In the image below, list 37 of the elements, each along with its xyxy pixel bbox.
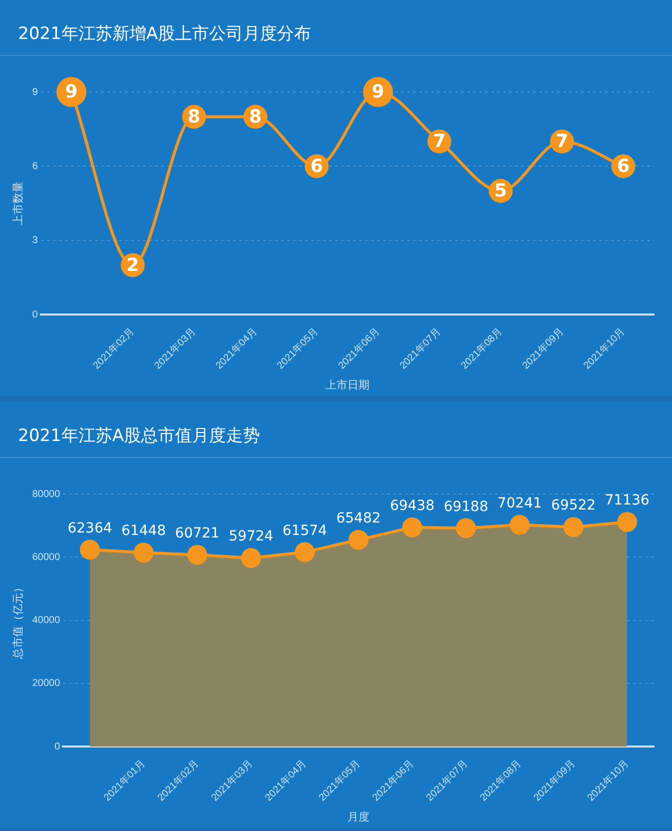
y-tick-label: 40000 — [32, 615, 60, 626]
data-label: 5 — [494, 180, 507, 202]
data-label: 65482 — [336, 510, 381, 526]
data-label: 69438 — [390, 498, 435, 514]
y-tick-label: 20000 — [32, 678, 60, 690]
data-label: 6 — [310, 156, 323, 177]
data-label: 61448 — [121, 523, 166, 540]
x-axis-title: 月度 — [348, 810, 370, 824]
y-tick-label: 3 — [32, 235, 38, 246]
y-tick-label: 0 — [32, 309, 38, 320]
point — [617, 512, 638, 532]
y-tick-label: 80000 — [32, 488, 60, 500]
data-label: 7 — [433, 131, 446, 152]
data-label: 8 — [249, 106, 262, 128]
data-label: 60721 — [175, 526, 220, 542]
data-label: 6 — [617, 156, 630, 177]
data-label: 7 — [556, 131, 568, 152]
y-axis-title: 总市值（亿元） — [12, 582, 25, 660]
data-label: 9 — [65, 82, 78, 103]
x-axis-title: 上市日期 — [325, 378, 370, 392]
y-tick-label: 60000 — [32, 552, 60, 563]
data-label: 9 — [372, 82, 384, 103]
data-label: 69522 — [551, 498, 596, 514]
data-label: 59724 — [228, 528, 274, 545]
data-label: 71136 — [604, 492, 650, 509]
y-axis-title: 上市数量 — [12, 181, 25, 226]
y-tick-label: 0 — [54, 741, 60, 752]
data-label: 8 — [188, 106, 200, 128]
y-tick-label: 9 — [32, 86, 38, 98]
data-label: 69188 — [444, 498, 488, 515]
data-label: 70241 — [497, 495, 542, 512]
data-label: 2 — [126, 254, 140, 276]
chart-title: 2021年江苏新增A股上市公司月度分布 — [0, 0, 672, 56]
chart-title: 2021年江苏A股总市值月度走势 — [0, 402, 672, 458]
data-label: 61574 — [282, 522, 328, 539]
y-tick-label: 6 — [32, 160, 38, 172]
data-label: 62364 — [68, 520, 112, 536]
